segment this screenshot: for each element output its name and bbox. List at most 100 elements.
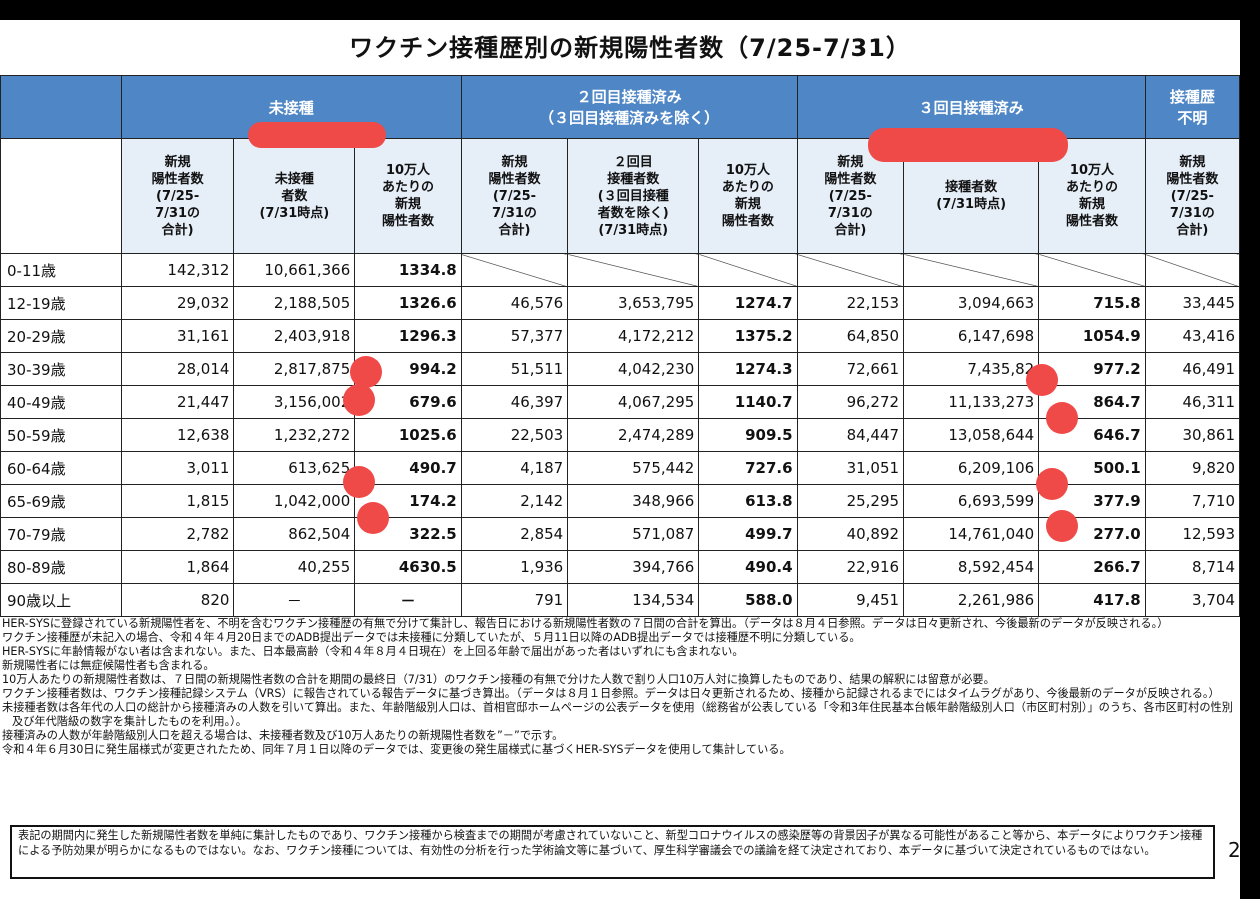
table-cell: 417.8: [1039, 584, 1145, 617]
table-cell: 11,133,273: [904, 386, 1039, 419]
table-cell: 1,864: [121, 551, 234, 584]
redaction-mark: [868, 128, 1068, 162]
table-cell: 40,892: [797, 518, 903, 551]
table-cell: [568, 254, 699, 287]
footnotes: HER-SYSに登録されている新規陽性者を、不明を含むワクチン接種歴の有無で分け…: [0, 617, 1240, 757]
table-cell: 10,661,366: [234, 254, 355, 287]
subheader-new-cases: 新規 陽性者数 (7/25- 7/31の 合計): [461, 139, 567, 254]
table-cell: 31,051: [797, 452, 903, 485]
table-cell: 3,704: [1145, 584, 1239, 617]
table-cell: 7,435,82: [904, 353, 1039, 386]
table-cell: 134,534: [568, 584, 699, 617]
table-cell: 25,295: [797, 485, 903, 518]
table-cell: 7,710: [1145, 485, 1239, 518]
subheader-new-cases: 新規 陽性者数 (7/25- 7/31の 合計): [1145, 139, 1239, 254]
table-cell: 571,087: [568, 518, 699, 551]
table-cell: 490.4: [699, 551, 797, 584]
page-number: 2: [1228, 838, 1241, 862]
age-cell: 20-29歳: [1, 320, 122, 353]
age-cell: 12-19歳: [1, 287, 122, 320]
table-cell: [699, 254, 797, 287]
table-cell: 266.7: [1039, 551, 1145, 584]
table-cell: 3,156,002: [234, 386, 355, 419]
redaction-mark: [1026, 364, 1058, 396]
table-cell: 4,067,295: [568, 386, 699, 419]
table-cell: 6,693,599: [904, 485, 1039, 518]
table-cell: 4,172,212: [568, 320, 699, 353]
table-cell: 348,966: [568, 485, 699, 518]
table-cell: 1274.3: [699, 353, 797, 386]
age-cell: 40-49歳: [1, 386, 122, 419]
table-cell: 84,447: [797, 419, 903, 452]
table-row: 12-19歳 29,032 2,188,505 1326.6 46,576 3,653,7…: [1, 287, 1240, 320]
table-cell: 613,625: [234, 452, 355, 485]
table-cell: 96,272: [797, 386, 903, 419]
table-cell: 2,261,986: [904, 584, 1039, 617]
table-cell: 46,397: [461, 386, 567, 419]
subheader-per100k: 10万人 あたりの 新規 陽性者数: [355, 139, 461, 254]
table-cell: 13,058,644: [904, 419, 1039, 452]
age-cell: 70-79歳: [1, 518, 122, 551]
table-cell: [797, 254, 903, 287]
table-cell: 2,142: [461, 485, 567, 518]
table-cell: 820: [121, 584, 234, 617]
table-cell: 613.8: [699, 485, 797, 518]
table-cell: 142,312: [121, 254, 234, 287]
table-cell: －: [234, 584, 355, 617]
footnote: ワクチン接種歴が未記入の場合、令和４年４月20日までのADB提出データでは未接種…: [0, 631, 1240, 645]
age-cell: 60-64歳: [1, 452, 122, 485]
table-cell: 727.6: [699, 452, 797, 485]
table-cell: 2,817,875: [234, 353, 355, 386]
footnote: 未接種者数は各年代の人口の総計から接種済みの人数を引いて算出。また、年齢階級別人…: [0, 701, 1240, 729]
table-row: 0-11歳 142,312 10,661,366 1334.8: [1, 254, 1240, 287]
table-cell: 43,416: [1145, 320, 1239, 353]
table-cell: 64,850: [797, 320, 903, 353]
table-cell: 2,403,918: [234, 320, 355, 353]
redaction-mark: [1046, 402, 1078, 434]
age-cell: 90歳以上: [1, 584, 122, 617]
table-cell: 51,511: [461, 353, 567, 386]
footnote: ワクチン接種者数は、ワクチン接種記録システム（VRS）に報告されている報告データ…: [0, 687, 1240, 701]
subheader-dose2-count: ２回目 接種者数 (３回目接種 者数を除く) (7/31時点): [568, 139, 699, 254]
redaction-mark: [357, 502, 389, 534]
table-cell: 1140.7: [699, 386, 797, 419]
table-cell: 575,442: [568, 452, 699, 485]
table-cell: 57,377: [461, 320, 567, 353]
footnote: 10万人あたりの新規陽性者数は、７日間の新規陽性者数の合計を期間の最終日（7/3…: [0, 673, 1240, 687]
table-cell: 1054.9: [1039, 320, 1145, 353]
table-cell: 22,153: [797, 287, 903, 320]
table-cell: 1,936: [461, 551, 567, 584]
table-cell: 588.0: [699, 584, 797, 617]
table-cell: 46,311: [1145, 386, 1239, 419]
redaction-mark: [350, 356, 382, 388]
table-row: 20-29歳 31,161 2,403,918 1296.3 57,377 4,172,2…: [1, 320, 1240, 353]
table-cell: －: [355, 584, 461, 617]
table-cell: 1,815: [121, 485, 234, 518]
table-cell: 791: [461, 584, 567, 617]
age-cell: 30-39歳: [1, 353, 122, 386]
table-cell: 9,451: [797, 584, 903, 617]
table-cell: [1145, 254, 1239, 287]
table-body: 0-11歳 142,312 10,661,366 1334.8 12-19歳 29,032…: [1, 254, 1240, 617]
subheader-corner: [1, 139, 122, 254]
group-dose2: ２回目接種済み （３回目接種済みを除く）: [461, 76, 797, 139]
disclaimer-box: 表記の期間内に発生した新規陽性者数を単純に集計したものであり、ワクチン接種から検…: [10, 825, 1215, 879]
table-cell: 6,147,698: [904, 320, 1039, 353]
table-cell: 1296.3: [355, 320, 461, 353]
table-cell: 40,255: [234, 551, 355, 584]
table-cell: 4,187: [461, 452, 567, 485]
table-cell: 46,576: [461, 287, 567, 320]
age-cell: 50-59歳: [1, 419, 122, 452]
subheader-per100k: 10万人 あたりの 新規 陽性者数: [699, 139, 797, 254]
group-unknown: 接種歴 不明: [1145, 76, 1239, 139]
age-cell: 80-89歳: [1, 551, 122, 584]
table-cell: 1334.8: [355, 254, 461, 287]
table-cell: 14,761,040: [904, 518, 1039, 551]
table-cell: 2,188,505: [234, 287, 355, 320]
table-cell: 8,592,454: [904, 551, 1039, 584]
table-cell: 2,854: [461, 518, 567, 551]
table-cell: 1,232,272: [234, 419, 355, 452]
table-cell: 394,766: [568, 551, 699, 584]
table-cell: 1025.6: [355, 419, 461, 452]
footnote: 接種済みの人数が年齢階級別人口を超える場合は、未接種者数及び10万人あたりの新規…: [0, 729, 1240, 743]
